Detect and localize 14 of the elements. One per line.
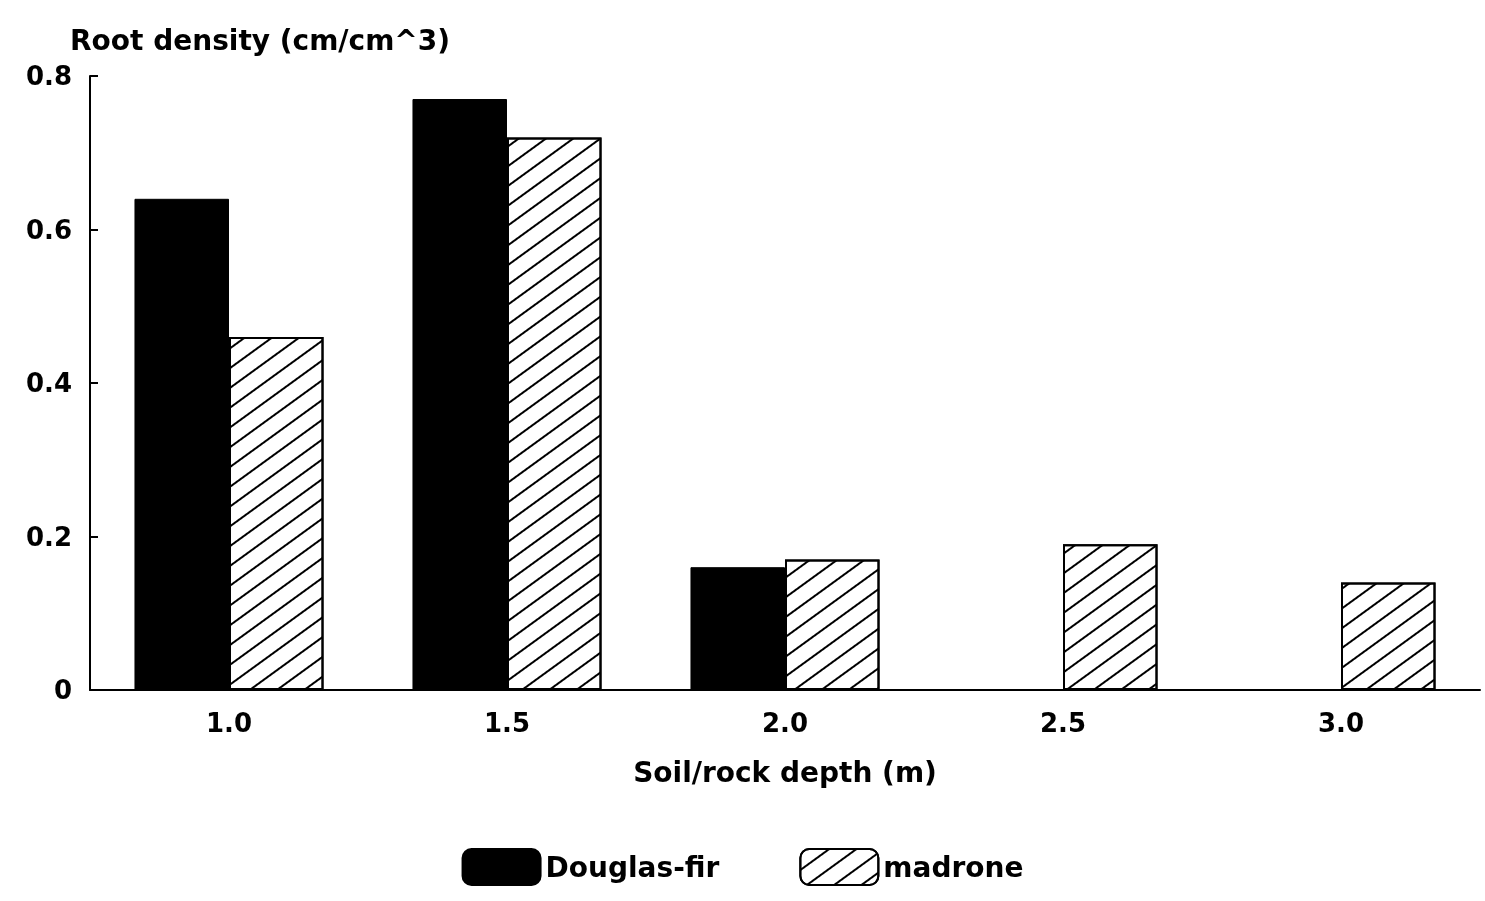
- x-tick-label: 3.0: [1317, 708, 1365, 738]
- y-tick-label: 0.8: [25, 61, 72, 91]
- x-axis-title: Soil/rock depth (m): [633, 755, 937, 789]
- y-tick-label: 0.2: [25, 521, 72, 552]
- y-tick-label: 0.4: [25, 368, 72, 398]
- y-tick-label: 0: [53, 675, 72, 705]
- x-tick-label: 1.0: [205, 708, 253, 738]
- legend-label: madrone: [883, 850, 1024, 884]
- x-tick-label: 2.5: [1039, 708, 1087, 738]
- y-axis-title: Root density (cm/cm^3): [70, 23, 451, 57]
- x-tick-label: 1.5: [483, 708, 531, 738]
- y-tick-label: 0.6: [25, 214, 72, 245]
- x-tick-label: 2.0: [761, 708, 809, 738]
- legend-label: Douglas-fir: [545, 850, 720, 884]
